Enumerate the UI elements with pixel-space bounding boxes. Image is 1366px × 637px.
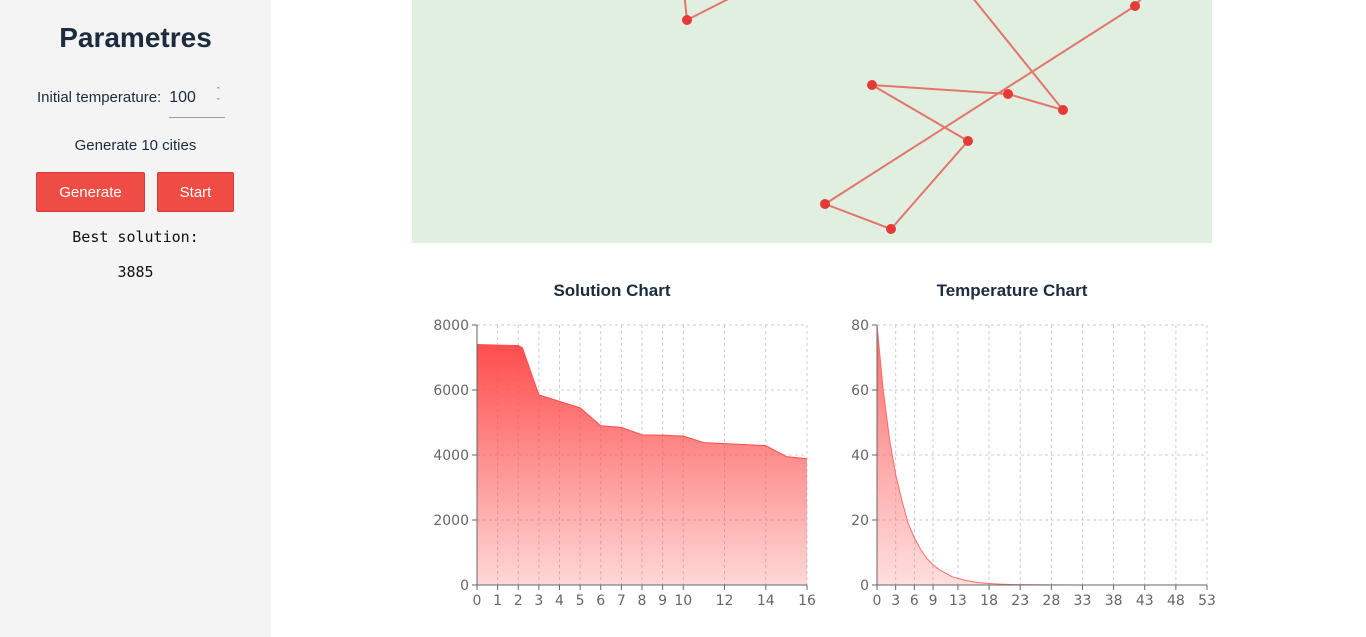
series-line [476, 344, 808, 460]
x-tick-label: 7 [617, 593, 626, 609]
chart-grid [876, 324, 1208, 586]
x-tick-label: 5 [576, 593, 585, 609]
solution-chart-title: Solution Chart [553, 281, 671, 300]
city-point [682, 15, 692, 25]
x-tick-label: 3 [534, 593, 543, 609]
best-solution-value: 3885 [117, 263, 154, 281]
city-point [963, 136, 973, 146]
x-tick-label: 43 [1136, 593, 1154, 609]
y-tick-label: 4000 [433, 448, 469, 464]
x-tick-label: 8 [638, 593, 647, 609]
x-tick-label: 4 [555, 593, 564, 609]
y-tick-label: 60 [851, 383, 869, 399]
route-segment [824, 5, 1136, 205]
city-point [820, 199, 830, 209]
y-tick-label: 0 [460, 578, 469, 594]
x-tick-label: 18 [980, 593, 998, 609]
route-segment [973, 0, 1064, 111]
temperature-label: Initial temperature: [37, 89, 162, 106]
city-point [1058, 105, 1068, 115]
y-tick-label: 6000 [433, 383, 469, 399]
route-segment [871, 84, 969, 142]
route-canvas [682, 0, 1142, 234]
temperature-chart-title: Temperature Chart [936, 281, 1088, 300]
y-tick-label: 0 [860, 578, 869, 594]
route-segment [871, 84, 1009, 95]
city-map [412, 0, 1212, 243]
x-tick-label: 10 [674, 593, 692, 609]
route-segment [686, 0, 729, 21]
temperature-value: 100 [169, 89, 196, 106]
x-tick-label: 6 [596, 593, 605, 609]
city-point [886, 224, 896, 234]
x-tick-label: 48 [1167, 593, 1185, 609]
x-tick-label: 2 [514, 593, 523, 609]
sidebar-title: Parametres [59, 22, 212, 53]
y-tick-label: 80 [851, 318, 869, 334]
x-tick-label: 9 [658, 593, 667, 609]
x-tick-label: 53 [1198, 593, 1216, 609]
y-tick-label: 2000 [433, 513, 469, 529]
x-tick-label: 13 [949, 593, 967, 609]
best-solution-label: Best solution: [72, 228, 199, 246]
x-tick-label: 14 [757, 593, 775, 609]
x-tick-label: 3 [891, 593, 900, 609]
x-tick-label: 38 [1105, 593, 1123, 609]
series-area [877, 325, 1207, 585]
route-segment [1007, 93, 1064, 111]
generate-button[interactable]: Generate [36, 172, 145, 212]
y-tick-label: 20 [851, 513, 869, 529]
series-area [477, 344, 807, 585]
route-segment [890, 140, 969, 230]
city-point [867, 80, 877, 90]
route-segment [824, 203, 892, 230]
y-tick-label: 40 [851, 448, 869, 464]
x-tick-label: 6 [910, 593, 919, 609]
x-tick-label: 0 [473, 593, 482, 609]
city-point [1130, 1, 1140, 11]
generate-cities-text: Generate 10 cities [74, 137, 197, 154]
x-tick-label: 16 [798, 593, 816, 609]
x-tick-label: 23 [1011, 593, 1029, 609]
city-point [1003, 89, 1013, 99]
y-tick-label: 8000 [433, 318, 469, 334]
x-tick-label: 1 [493, 593, 502, 609]
start-button[interactable]: Start [157, 172, 234, 212]
x-tick-label: 0 [873, 593, 882, 609]
x-tick-label: 28 [1042, 593, 1060, 609]
x-tick-label: 33 [1074, 593, 1092, 609]
x-tick-label: 9 [929, 593, 938, 609]
x-tick-label: 12 [716, 593, 734, 609]
